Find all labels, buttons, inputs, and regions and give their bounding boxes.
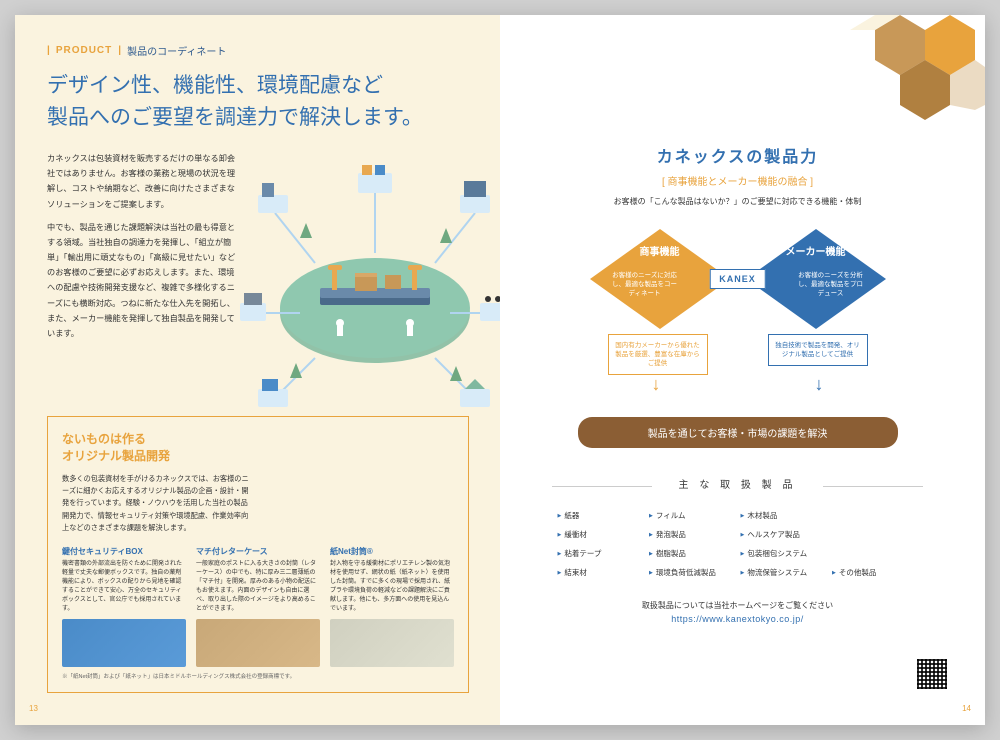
diamond-right-text: お客様のニーズを分析し、最適な製品をプロデュース (796, 271, 866, 298)
subbox-title: ないものは作るオリジナル製品開発 (62, 431, 454, 465)
body-copy: カネックスは包装資材を販売するだけの単なる卸会社ではありません。お客様の業務と現… (47, 151, 242, 341)
prod-item-2: マチ付レターケース 一般家庭のポストに入る大きさの封筒（レターケース）の中でも、… (196, 546, 320, 667)
page-num-left: 13 (29, 704, 38, 713)
prod-15: その他製品 (832, 567, 918, 578)
subbox-text: 数多くの包装資材を手がけるカネックスでは、お客様のニーズに細かくお応えするオリジ… (62, 473, 252, 534)
body-para-2: 中でも、製品を通じた課題解決は当社の最も得意とする領域。当社独自の調達力を発揮し… (47, 220, 242, 341)
brochure-spread: | PRODUCT | 製品のコーディネート デザイン性、機能性、環境配慮など製… (15, 15, 985, 725)
section-label: | PRODUCT | 製品のコーディネート (47, 43, 478, 58)
hex-decoration (815, 15, 985, 125)
site-url: https://www.kanextokyo.co.jp/ (522, 614, 953, 624)
pipe-2: | (118, 45, 121, 56)
prod-9: 樹脂製品 (649, 548, 735, 559)
prod-name-1: 鍵付セキュリティBOX (62, 546, 186, 557)
prod-item-1: 鍵付セキュリティBOX 機密書類の外部流出を防ぐために開発された軽量で丈夫な郵便… (62, 546, 186, 667)
prod-1: フィルム (649, 510, 735, 521)
prod-4: 緩衝材 (558, 529, 644, 540)
prod-name-3: 紙Net封筒® (330, 546, 454, 557)
right-subtitle: [ 商事機能とメーカー機能の融合 ] (522, 173, 953, 188)
prod-desc-1: 機密書類の外部流出を防ぐために開発された軽量で丈夫な郵便ボックスです。独自の薬剤… (62, 560, 186, 614)
prod-img-3 (330, 619, 454, 667)
prod-3 (832, 510, 918, 521)
venn-diagram: 商事機能 お客様のニーズに対応し、最適な製品をコーディネート メーカー機能 お客… (568, 229, 908, 399)
footnote: ※「紙Net封筒」および「紙ネット」は日本ミドルホールディングス株式会社の登録商… (62, 672, 454, 680)
prod-14: 物流保管システム (741, 567, 827, 578)
prod-6: ヘルスケア製品 (741, 529, 827, 540)
diamond-right-label: メーカー機能 (746, 243, 886, 258)
diamond-right: メーカー機能 お客様のニーズを分析し、最適な製品をプロデュース (746, 229, 886, 329)
prod-10: 包装梱包システム (741, 548, 827, 559)
section-ja: 製品のコーディネート (127, 43, 226, 58)
prod-11 (832, 548, 918, 559)
product-trio: 鍵付セキュリティBOX 機密書類の外部流出を防ぐために開発された軽量で丈夫な郵便… (62, 546, 454, 667)
conclusion-bar: 製品を通じてお客様・市場の課題を解決 (578, 417, 898, 448)
section-en: PRODUCT (56, 45, 112, 56)
prod-5: 発泡製品 (649, 529, 735, 540)
prod-12: 結束材 (558, 567, 644, 578)
original-products-box: ないものは作るオリジナル製品開発 数多くの包装資材を手がけるカネックスでは、お客… (47, 416, 469, 693)
prod-item-3: 紙Net封筒® 封入物を守る緩衝材にポリエチレン製の気泡材を使用せず、網状の紙（… (330, 546, 454, 667)
right-lead: お客様の「こんな製品はないか？」のご要望に対応できる機能・体制 (522, 196, 953, 207)
info-box-left: 国内有力メーカーから優れた製品を厳選、豊富な在庫からご提供 (608, 334, 708, 375)
diamond-left-label: 商事機能 (590, 243, 730, 258)
right-title: カネックスの製品力 (522, 143, 953, 167)
body-para-1: カネックスは包装資材を販売するだけの単なる卸会社ではありません。お客様の業務と現… (47, 151, 242, 212)
left-page: | PRODUCT | 製品のコーディネート デザイン性、機能性、環境配慮など製… (15, 15, 500, 725)
diamond-left-text: お客様のニーズに対応し、最適な製品をコーディネート (610, 271, 680, 298)
prod-8: 粘着テープ (558, 548, 644, 559)
products-heading: 主 な 取 扱 製 品 (522, 476, 953, 496)
prod-img-2 (196, 619, 320, 667)
info-box-right: 独自技術で製品を開発、オリジナル製品としてご提供 (768, 334, 868, 366)
arrow-down-right: ↓ (815, 374, 824, 395)
prod-desc-2: 一般家庭のポストに入る大きさの封筒（レターケース）の中でも、特に厚み三二層薄紙の… (196, 560, 320, 614)
site-note: 取扱製品については当社ホームページをご覧ください (522, 600, 953, 611)
prod-0: 紙器 (558, 510, 644, 521)
headline: デザイン性、機能性、環境配慮など製品へのご要望を調達力で解決します。 (47, 70, 478, 133)
page-num-right: 14 (962, 704, 971, 713)
product-grid: 紙器 フィルム 木材製品 緩衝材 発泡製品 ヘルスケア製品 粘着テープ 樹脂製品… (558, 510, 918, 578)
qr-code (917, 659, 947, 689)
prod-13: 環境負荷低減製品 (649, 567, 735, 578)
prod-desc-3: 封入物を守る緩衝材にポリエチレン製の気泡材を使用せず、網状の紙（紙ネット）を使用… (330, 560, 454, 614)
right-content: カネックスの製品力 [ 商事機能とメーカー機能の融合 ] お客様の「こんな製品は… (522, 143, 953, 624)
prod-7 (832, 529, 918, 540)
prod-img-1 (62, 619, 186, 667)
pipe-1: | (47, 45, 50, 56)
prod-2: 木材製品 (741, 510, 827, 521)
right-page: カネックスの製品力 [ 商事機能とメーカー機能の融合 ] お客様の「こんな製品は… (500, 15, 985, 725)
factory-illustration (240, 163, 500, 433)
kanex-center-label: KANEX (709, 269, 766, 289)
prod-name-2: マチ付レターケース (196, 546, 320, 557)
arrow-down-left: ↓ (652, 374, 661, 395)
